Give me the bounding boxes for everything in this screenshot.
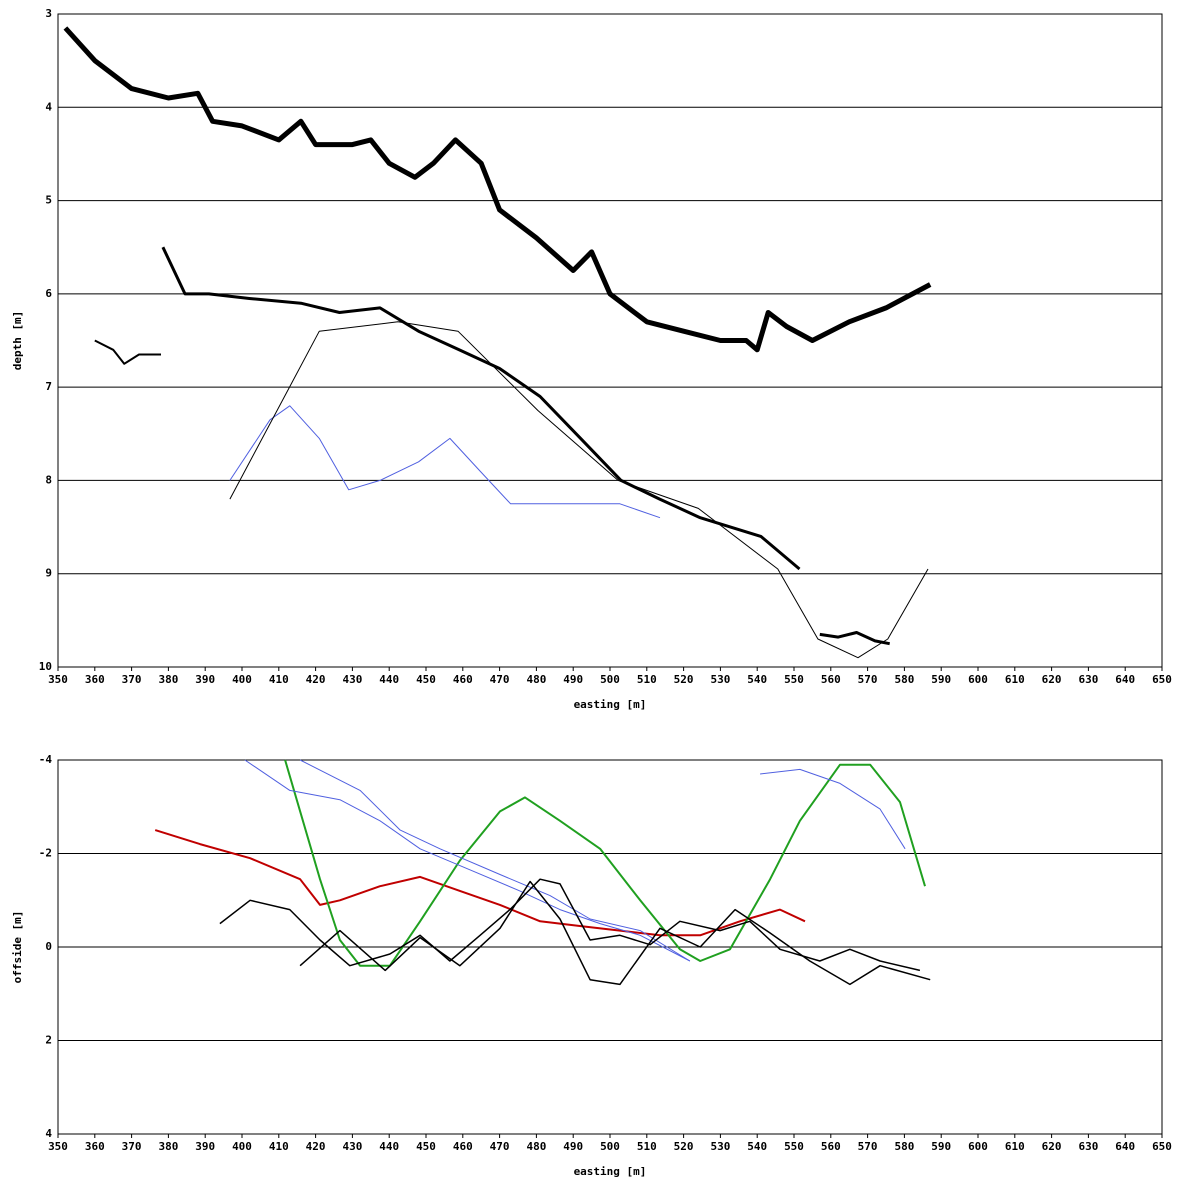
x-tick-label: 590 — [931, 673, 951, 686]
x-tick-label: 580 — [894, 673, 914, 686]
data-line — [229, 405, 661, 519]
y-tick-label: 8 — [45, 473, 52, 486]
x-tick-label: 560 — [821, 1140, 841, 1153]
x-tick-label: 500 — [600, 673, 620, 686]
y-tick-label: 10 — [39, 660, 52, 673]
x-tick-label: 440 — [379, 1140, 399, 1153]
y-tick-label: 2 — [45, 1034, 52, 1047]
data-line — [94, 339, 161, 365]
x-tick-label: 450 — [416, 673, 436, 686]
x-tick-label: 500 — [600, 1140, 620, 1153]
x-tick-label: 410 — [269, 673, 289, 686]
x-tick-label: 620 — [1042, 673, 1062, 686]
plot-frame — [57, 13, 1163, 668]
x-tick-label: 650 — [1152, 1140, 1172, 1153]
x-tick-label: 570 — [858, 673, 878, 686]
x-tick-label: 400 — [232, 673, 252, 686]
x-tick-label: 470 — [490, 673, 510, 686]
x-tick-label: 510 — [637, 1140, 657, 1153]
x-tick-label: 620 — [1042, 1140, 1062, 1153]
y-tick-label: 0 — [45, 940, 52, 953]
x-tick-label: 360 — [85, 673, 105, 686]
y-tick-label: -4 — [39, 753, 53, 766]
x-tick-label: 580 — [894, 1140, 914, 1153]
x-tick-label: 380 — [158, 673, 178, 686]
x-tick-label: 450 — [416, 1140, 436, 1153]
x-tick-label: 410 — [269, 1140, 289, 1153]
y-tick-label: 4 — [45, 1127, 52, 1140]
x-tick-label: 360 — [85, 1140, 105, 1153]
x-tick-label: 530 — [710, 1140, 730, 1153]
x-tick-label: 350 — [48, 1140, 68, 1153]
x-tick-label: 600 — [968, 673, 988, 686]
x-tick-label: 600 — [968, 1140, 988, 1153]
x-tick-label: 460 — [453, 1140, 473, 1153]
x-tick-label: 630 — [1078, 1140, 1098, 1153]
x-tick-label: 630 — [1078, 673, 1098, 686]
y-tick-label: 3 — [45, 7, 52, 20]
x-tick-label: 520 — [674, 1140, 694, 1153]
x-tick-label: 480 — [526, 1140, 546, 1153]
x-tick-label: 590 — [931, 1140, 951, 1153]
x-tick-label: 430 — [342, 1140, 362, 1153]
x-tick-label: 470 — [490, 1140, 510, 1153]
data-line — [219, 878, 921, 972]
x-tick-label: 460 — [453, 673, 473, 686]
x-tick-label: 610 — [1005, 1140, 1025, 1153]
x-tick-label: 390 — [195, 673, 215, 686]
x-tick-label: 480 — [526, 673, 546, 686]
x-tick-label: 420 — [306, 673, 326, 686]
x-tick-label: 430 — [342, 673, 362, 686]
x-axis-label: easting [m] — [574, 1165, 647, 1178]
x-tick-label: 610 — [1005, 673, 1025, 686]
x-tick-label: 490 — [563, 1140, 583, 1153]
data-line — [819, 631, 890, 646]
x-tick-label: 550 — [784, 1140, 804, 1153]
y-tick-label: -2 — [39, 847, 52, 860]
y-axis-label: offside [m] — [11, 911, 24, 984]
x-tick-label: 440 — [379, 673, 399, 686]
x-tick-label: 570 — [858, 1140, 878, 1153]
y-tick-label: 4 — [45, 100, 52, 113]
x-tick-label: 390 — [195, 1140, 215, 1153]
x-tick-label: 420 — [306, 1140, 326, 1153]
x-tick-label: 510 — [637, 673, 657, 686]
data-line — [154, 829, 806, 937]
x-tick-label: 490 — [563, 673, 583, 686]
x-tick-label: 540 — [747, 1140, 767, 1153]
y-tick-label: 6 — [45, 287, 52, 300]
y-tick-label: 9 — [45, 567, 52, 580]
x-tick-label: 380 — [158, 1140, 178, 1153]
x-tick-label: 530 — [710, 673, 730, 686]
y-axis-label: depth [m] — [11, 311, 24, 371]
data-line — [63, 26, 932, 353]
x-tick-label: 550 — [784, 673, 804, 686]
x-tick-label: 370 — [122, 673, 142, 686]
x-tick-label: 650 — [1152, 673, 1172, 686]
data-line — [299, 759, 691, 962]
data-line — [244, 759, 691, 962]
x-tick-label: 520 — [674, 673, 694, 686]
y-tick-label: 7 — [45, 380, 52, 393]
x-tick-label: 560 — [821, 673, 841, 686]
data-line — [229, 321, 929, 659]
data-line — [299, 880, 931, 986]
x-tick-label: 640 — [1115, 673, 1135, 686]
x-tick-label: 540 — [747, 673, 767, 686]
data-line — [760, 768, 906, 850]
data-line — [284, 759, 926, 967]
y-tick-label: 5 — [45, 194, 52, 207]
x-tick-label: 400 — [232, 1140, 252, 1153]
data-line — [161, 246, 801, 571]
x-tick-label: 370 — [122, 1140, 142, 1153]
x-tick-label: 640 — [1115, 1140, 1135, 1153]
x-tick-label: 350 — [48, 673, 68, 686]
x-axis-label: easting [m] — [574, 698, 647, 711]
